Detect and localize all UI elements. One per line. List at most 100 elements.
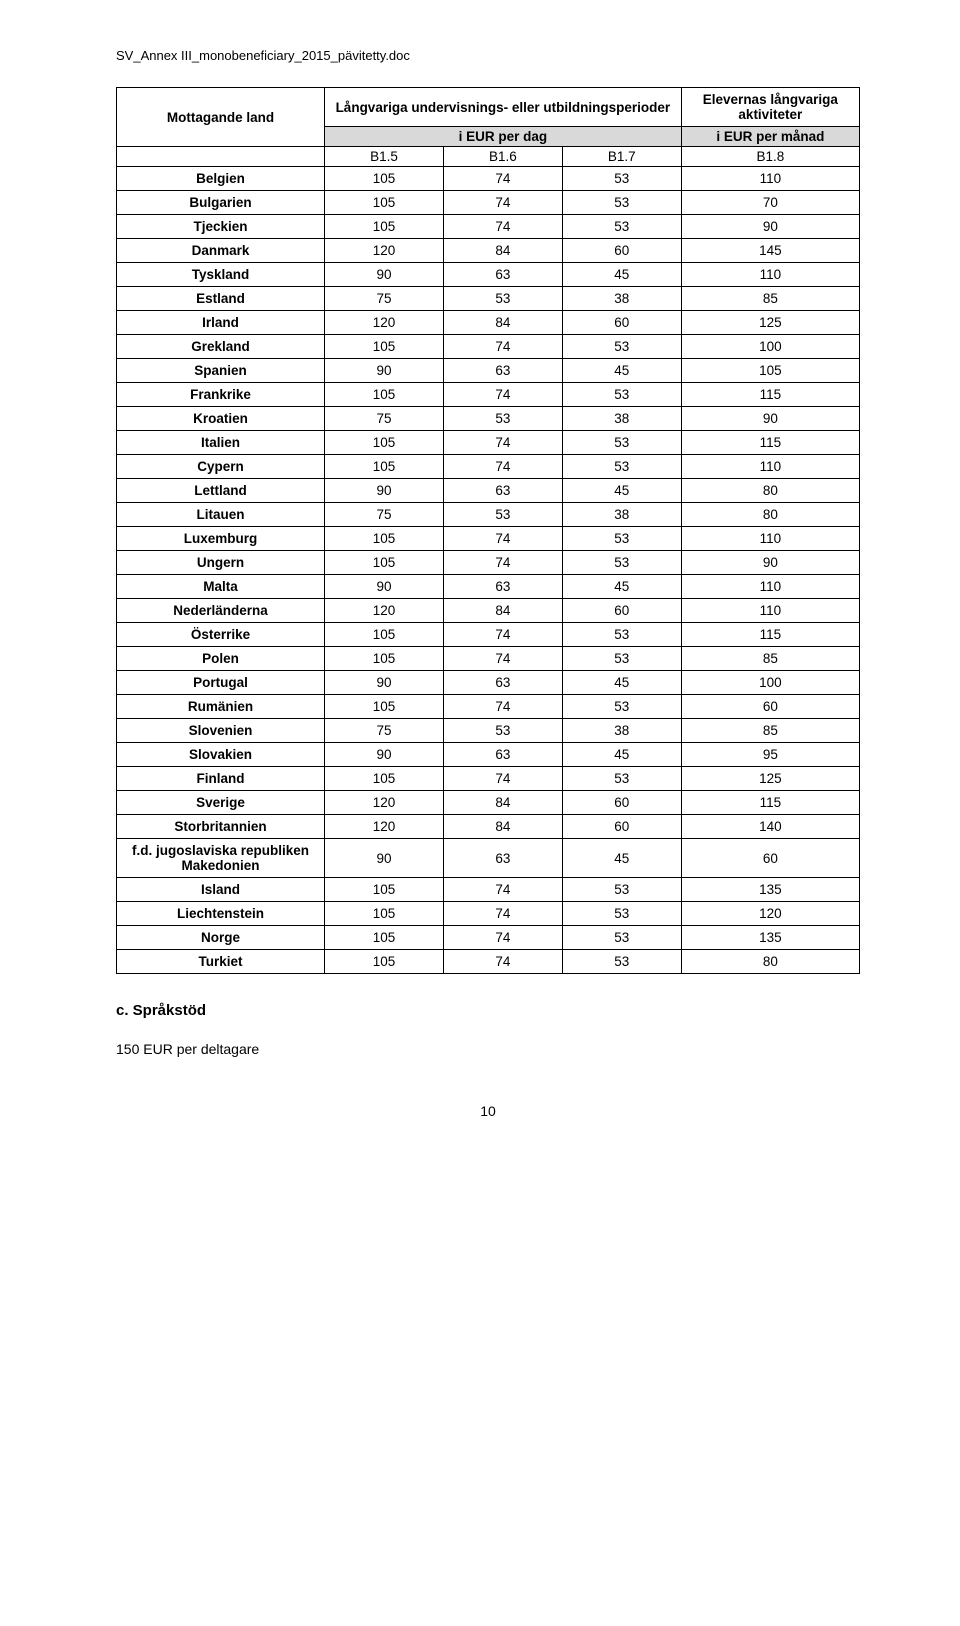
row-country-label: Danmark bbox=[117, 239, 325, 263]
table-row: Storbritannien1208460140 bbox=[117, 815, 860, 839]
table-row: Litauen75533880 bbox=[117, 503, 860, 527]
row-value: 110 bbox=[681, 263, 859, 287]
row-value: 74 bbox=[443, 623, 562, 647]
row-value: 45 bbox=[562, 479, 681, 503]
table-row: Malta906345110 bbox=[117, 575, 860, 599]
row-value: 90 bbox=[681, 407, 859, 431]
row-value: 53 bbox=[562, 335, 681, 359]
code-b18: B1.8 bbox=[681, 147, 859, 167]
row-value: 120 bbox=[325, 239, 444, 263]
row-value: 63 bbox=[443, 743, 562, 767]
table-row: Island1057453135 bbox=[117, 878, 860, 902]
row-value: 84 bbox=[443, 599, 562, 623]
table-row: Estland75533885 bbox=[117, 287, 860, 311]
row-value: 105 bbox=[325, 878, 444, 902]
row-value: 53 bbox=[562, 767, 681, 791]
row-value: 75 bbox=[325, 719, 444, 743]
table-row: Danmark1208460145 bbox=[117, 239, 860, 263]
row-country-label: Litauen bbox=[117, 503, 325, 527]
row-value: 53 bbox=[562, 191, 681, 215]
row-country-label: Belgien bbox=[117, 167, 325, 191]
row-value: 38 bbox=[562, 407, 681, 431]
row-value: 45 bbox=[562, 263, 681, 287]
row-value: 53 bbox=[562, 167, 681, 191]
code-b15: B1.5 bbox=[325, 147, 444, 167]
row-value: 53 bbox=[562, 902, 681, 926]
row-value: 90 bbox=[325, 743, 444, 767]
row-value: 105 bbox=[325, 527, 444, 551]
table-row: Polen105745385 bbox=[117, 647, 860, 671]
table-row: Frankrike1057453115 bbox=[117, 383, 860, 407]
row-value: 53 bbox=[443, 287, 562, 311]
row-value: 100 bbox=[681, 671, 859, 695]
row-value: 110 bbox=[681, 455, 859, 479]
page-number: 10 bbox=[116, 1103, 860, 1119]
row-value: 53 bbox=[562, 383, 681, 407]
row-country-label: Turkiet bbox=[117, 950, 325, 974]
row-value: 105 bbox=[325, 455, 444, 479]
row-value: 85 bbox=[681, 719, 859, 743]
row-value: 90 bbox=[325, 575, 444, 599]
row-value: 75 bbox=[325, 287, 444, 311]
row-value: 60 bbox=[562, 815, 681, 839]
table-row: Nederländerna1208460110 bbox=[117, 599, 860, 623]
row-value: 74 bbox=[443, 455, 562, 479]
row-value: 74 bbox=[443, 527, 562, 551]
footer-section: c. Språkstöd 150 EUR per deltagare bbox=[116, 1002, 860, 1057]
row-value: 90 bbox=[325, 479, 444, 503]
row-country-label: Italien bbox=[117, 431, 325, 455]
row-value: 85 bbox=[681, 647, 859, 671]
row-value: 115 bbox=[681, 623, 859, 647]
table-row: Slovenien75533885 bbox=[117, 719, 860, 743]
row-value: 70 bbox=[681, 191, 859, 215]
row-value: 53 bbox=[562, 950, 681, 974]
row-country-label: Tjeckien bbox=[117, 215, 325, 239]
table-row: Österrike1057453115 bbox=[117, 623, 860, 647]
row-country-label: Frankrike bbox=[117, 383, 325, 407]
row-value: 53 bbox=[562, 455, 681, 479]
row-value: 84 bbox=[443, 791, 562, 815]
row-value: 63 bbox=[443, 359, 562, 383]
row-value: 80 bbox=[681, 950, 859, 974]
table-row: f.d. jugoslaviska republiken Makedonien9… bbox=[117, 839, 860, 878]
header-row-1: Mottagande land Långvariga undervisnings… bbox=[117, 88, 860, 127]
row-value: 74 bbox=[443, 878, 562, 902]
row-country-label: Luxemburg bbox=[117, 527, 325, 551]
row-country-label: Finland bbox=[117, 767, 325, 791]
subheader-per-month: i EUR per månad bbox=[681, 127, 859, 147]
header-row-codes: B1.5 B1.6 B1.7 B1.8 bbox=[117, 147, 860, 167]
table-row: Liechtenstein1057453120 bbox=[117, 902, 860, 926]
table-row: Luxemburg1057453110 bbox=[117, 527, 860, 551]
row-value: 45 bbox=[562, 839, 681, 878]
row-country-label: Malta bbox=[117, 575, 325, 599]
row-value: 105 bbox=[325, 647, 444, 671]
row-value: 110 bbox=[681, 167, 859, 191]
row-value: 53 bbox=[562, 926, 681, 950]
code-blank bbox=[117, 147, 325, 167]
footer-heading: c. Språkstöd bbox=[116, 1002, 860, 1019]
row-value: 74 bbox=[443, 950, 562, 974]
footer-text: 150 EUR per deltagare bbox=[116, 1041, 860, 1057]
row-value: 105 bbox=[325, 383, 444, 407]
table-row: Spanien906345105 bbox=[117, 359, 860, 383]
row-value: 110 bbox=[681, 575, 859, 599]
table-body: Belgien1057453110Bulgarien105745370Tjeck… bbox=[117, 167, 860, 974]
table-row: Kroatien75533890 bbox=[117, 407, 860, 431]
row-country-label: Grekland bbox=[117, 335, 325, 359]
row-country-label: Nederländerna bbox=[117, 599, 325, 623]
row-value: 105 bbox=[325, 767, 444, 791]
table-row: Slovakien90634595 bbox=[117, 743, 860, 767]
row-value: 74 bbox=[443, 695, 562, 719]
code-b16: B1.6 bbox=[443, 147, 562, 167]
row-value: 80 bbox=[681, 479, 859, 503]
row-value: 120 bbox=[325, 791, 444, 815]
row-value: 45 bbox=[562, 575, 681, 599]
table-row: Italien1057453115 bbox=[117, 431, 860, 455]
row-value: 125 bbox=[681, 767, 859, 791]
row-value: 53 bbox=[562, 215, 681, 239]
row-value: 45 bbox=[562, 359, 681, 383]
row-country-label: Tyskland bbox=[117, 263, 325, 287]
row-value: 60 bbox=[562, 311, 681, 335]
table-head: Mottagande land Långvariga undervisnings… bbox=[117, 88, 860, 167]
row-value: 145 bbox=[681, 239, 859, 263]
